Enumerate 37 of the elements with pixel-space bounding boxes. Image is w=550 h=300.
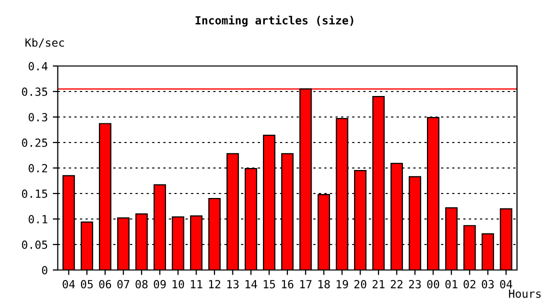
x-tick-label: 01 [445, 280, 458, 288]
x-tick-label: 07 [117, 280, 130, 288]
x-tick-label: 18 [318, 280, 330, 288]
x-tick-label: 14 [246, 280, 258, 288]
x-tick-label: 00 [427, 280, 440, 288]
y-tick-label: 0.2 [28, 164, 48, 172]
x-tick-label: 17 [300, 280, 312, 288]
x-tick-label: 05 [80, 280, 93, 288]
y-tick-label: 0.4 [28, 62, 48, 70]
chart-title: Incoming articles (size) [196, 15, 354, 27]
y-tick-label: 0.3 [28, 113, 48, 122]
x-tick-label: 08 [136, 280, 148, 288]
y-tick-label: 0.05 [22, 240, 48, 249]
x-tick-label: 03 [482, 280, 494, 288]
x-tick-label: 02 [464, 280, 476, 288]
x-tick-label: 20 [354, 280, 366, 288]
y-tick-label: 0 [42, 266, 48, 274]
x-axis-title: Hours [509, 290, 541, 298]
x-tick-label: 09 [154, 280, 166, 288]
x-tick-label: 19 [336, 280, 348, 288]
x-tick-label: 11 [190, 280, 202, 288]
x-tick-label: 10 [172, 280, 184, 288]
x-tick-label: 22 [390, 280, 402, 288]
x-tick-label: 04 [62, 280, 75, 288]
x-tick-label: 16 [282, 280, 294, 288]
x-tick-label: 06 [99, 280, 112, 288]
x-tick-label: 04 [500, 280, 512, 288]
y-axis-title: Kb/sec [25, 38, 64, 48]
x-tick-label: 21 [372, 280, 384, 288]
x-tick-label: 23 [409, 280, 421, 288]
y-tick-label: 0.15 [22, 190, 48, 198]
y-tick-label: 0.1 [28, 215, 48, 224]
y-tick-label: 0.35 [22, 88, 48, 96]
x-tick-label: 15 [264, 280, 275, 288]
y-tick-label: 0.25 [22, 138, 48, 147]
x-tick-label: 12 [209, 280, 220, 288]
x-tick-label: 13 [227, 280, 239, 288]
